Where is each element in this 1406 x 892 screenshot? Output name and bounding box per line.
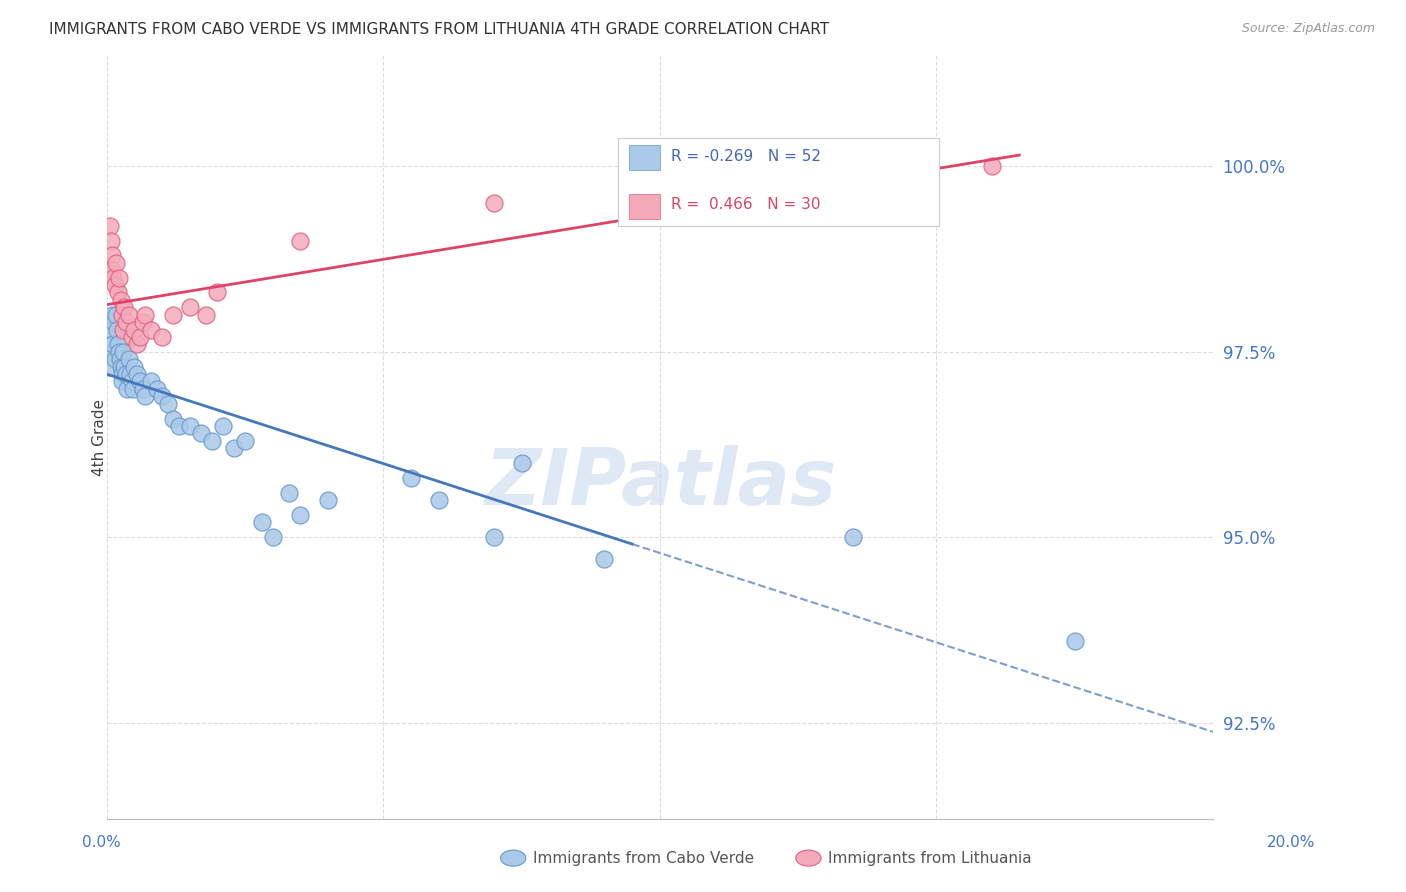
Point	[115, 367, 138, 381]
Point	[593, 552, 616, 566]
Point	[1063, 634, 1085, 648]
Point	[105, 322, 128, 336]
Point	[150, 389, 173, 403]
Point	[179, 419, 201, 434]
Point	[162, 411, 184, 425]
Text: R =  0.466   N = 30: R = 0.466 N = 30	[672, 197, 821, 212]
Point	[100, 248, 122, 262]
Point	[101, 308, 124, 322]
Point	[124, 322, 146, 336]
Point	[427, 493, 450, 508]
Point	[250, 516, 273, 530]
Text: ZIPatlas: ZIPatlas	[484, 445, 837, 521]
Point	[139, 322, 162, 336]
Point	[510, 456, 533, 470]
Point	[110, 293, 132, 307]
Point	[167, 419, 190, 434]
Point	[103, 270, 125, 285]
Point	[212, 419, 235, 434]
Point	[100, 344, 122, 359]
Point	[156, 397, 179, 411]
Point	[482, 196, 505, 211]
Point	[118, 352, 141, 367]
Point	[233, 434, 256, 448]
Text: 20.0%: 20.0%	[1267, 836, 1315, 850]
Point	[207, 285, 229, 300]
Point	[105, 256, 128, 270]
Text: 0.0%: 0.0%	[82, 836, 121, 850]
Point	[190, 426, 212, 441]
Point	[108, 352, 131, 367]
Point	[132, 315, 155, 329]
Point	[107, 285, 129, 300]
Point	[150, 330, 173, 344]
Text: Source: ZipAtlas.com: Source: ZipAtlas.com	[1241, 22, 1375, 36]
Point	[139, 375, 162, 389]
Text: IMMIGRANTS FROM CABO VERDE VS IMMIGRANTS FROM LITHUANIA 4TH GRADE CORRELATION CH: IMMIGRANTS FROM CABO VERDE VS IMMIGRANTS…	[49, 22, 830, 37]
Point	[110, 359, 132, 374]
Point	[278, 485, 301, 500]
Point	[121, 330, 143, 344]
Point	[118, 367, 141, 381]
Point	[118, 308, 141, 322]
Point	[482, 530, 505, 544]
Point	[129, 330, 152, 344]
Point	[842, 530, 865, 544]
Point	[145, 382, 167, 396]
Point	[124, 359, 146, 374]
Point	[316, 493, 339, 508]
Point	[105, 308, 128, 322]
Point	[98, 219, 121, 233]
Point	[195, 308, 218, 322]
Point	[127, 367, 149, 381]
Point	[112, 344, 135, 359]
Point	[112, 322, 135, 336]
Point	[127, 337, 149, 351]
Point	[122, 382, 145, 396]
Point	[262, 530, 284, 544]
Point	[103, 315, 125, 329]
Point	[104, 278, 127, 293]
Point	[111, 308, 134, 322]
Point	[290, 234, 312, 248]
Text: R = -0.269   N = 52: R = -0.269 N = 52	[672, 149, 821, 164]
Point	[162, 308, 184, 322]
Point	[103, 337, 125, 351]
Point	[98, 359, 121, 374]
Point	[108, 344, 131, 359]
Point	[201, 434, 224, 448]
Point	[108, 270, 131, 285]
Point	[114, 301, 136, 315]
Point	[111, 375, 134, 389]
Point	[115, 315, 138, 329]
Point	[111, 367, 134, 381]
Point	[107, 337, 129, 351]
Point	[132, 382, 155, 396]
Point	[399, 471, 422, 485]
Text: Immigrants from Lithuania: Immigrants from Lithuania	[828, 851, 1032, 865]
Point	[121, 375, 143, 389]
Point	[129, 375, 152, 389]
Text: Immigrants from Cabo Verde: Immigrants from Cabo Verde	[533, 851, 754, 865]
Point	[104, 352, 127, 367]
Point	[179, 301, 201, 315]
Point	[101, 263, 124, 277]
Point	[100, 322, 122, 336]
Point	[100, 234, 122, 248]
Point	[222, 441, 245, 455]
Point	[980, 160, 1002, 174]
Point	[134, 308, 156, 322]
Y-axis label: 4th Grade: 4th Grade	[93, 399, 107, 475]
Point	[290, 508, 312, 522]
Point	[115, 382, 138, 396]
Point	[134, 389, 156, 403]
Point	[114, 359, 136, 374]
